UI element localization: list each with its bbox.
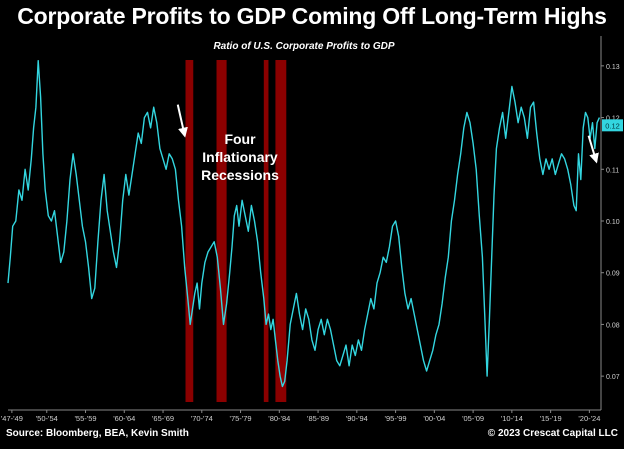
trend-arrow (176, 104, 188, 138)
y-tick-label: 0.11 (606, 167, 619, 174)
series-layer (7, 60, 601, 388)
recession-bands (185, 60, 287, 402)
source-note: Source: Bloomberg, BEA, Kevin Smith (6, 428, 189, 439)
annotation-text: Inflationary (202, 149, 278, 165)
chart-subtitle: Ratio of U.S. Corporate Profits to GDP (213, 41, 394, 52)
x-tick-label: '50-'54 (36, 414, 58, 423)
y-tick-label: 0.08 (606, 322, 620, 329)
x-tick-label: '47-'49 (1, 414, 23, 423)
recession-band (216, 60, 227, 402)
axes: 0.07 0.08 0.09 0.10 0.11 0.12 0.13 '47-'49 '50-'… (1, 36, 620, 423)
x-tick-label: '80-'84 (268, 414, 290, 423)
x-tick-label: '00-'04 (423, 414, 445, 423)
recession-band (263, 60, 269, 402)
recession-band (275, 60, 287, 402)
x-tick-label: '20-'24 (578, 414, 600, 423)
x-tick-label: '10-'14 (501, 414, 523, 423)
x-tick-label: '05-'09 (462, 414, 484, 423)
trend-arrow (587, 135, 599, 164)
x-tick-label: '75-'79 (230, 414, 252, 423)
chart-title: Corporate Profits to GDP Coming Off Long… (17, 3, 607, 29)
x-tick-label: '95-'99 (385, 414, 407, 423)
y-tick-label: 0.12 (606, 116, 620, 123)
x-tick-label: '55-'59 (74, 414, 96, 423)
x-tick-label: '15-'19 (540, 414, 562, 423)
y-tick-label: 0.10 (606, 219, 620, 226)
last-value-label: 0.12 (605, 121, 620, 130)
y-tick-label: 0.07 (606, 374, 620, 381)
x-tick-label: '90-'94 (346, 414, 368, 423)
annotations: Ratio of U.S. Corporate Profits to GDP Fo… (176, 41, 623, 183)
recession-band (185, 60, 194, 402)
copyright-note: © 2023 Crescat Capital LLC (487, 428, 618, 439)
y-tick-label: 0.13 (606, 64, 620, 71)
x-tick-label: '70-'74 (191, 414, 213, 423)
series-line (7, 60, 601, 388)
y-tick-label: 0.09 (606, 271, 620, 278)
x-tick-label: '65-'69 (152, 414, 174, 423)
last-value-tag (602, 119, 623, 132)
annotation-text: Four (224, 131, 256, 147)
annotation-text: Recessions (201, 167, 279, 183)
x-tick-label: '85-'89 (307, 414, 329, 423)
x-tick-label: '60-'64 (113, 414, 135, 423)
